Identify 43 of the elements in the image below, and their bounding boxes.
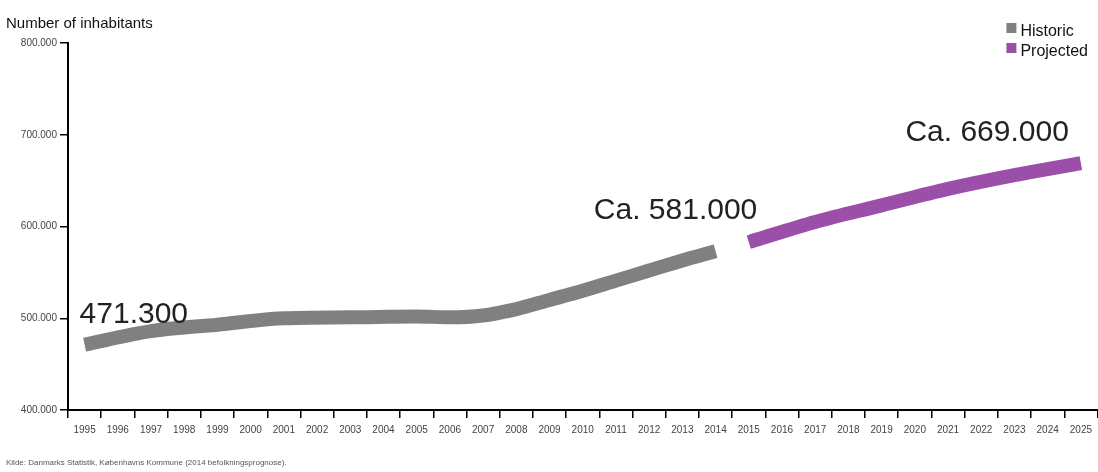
x-tick-label: 2009 (538, 423, 562, 435)
annotation: Ca. 581.000 (593, 192, 758, 226)
text: Kilde: Danmarks Statistik, Københavns Kommune (2014 befolkningsprognose). (6, 458, 287, 467)
x-tick-label: 2006 (438, 423, 462, 435)
x-tick-label: 2025 (1069, 423, 1093, 435)
y-tick-label: 500.000 (20, 312, 58, 323)
legend-label: Projected (1020, 42, 1088, 60)
annotation: 471.300 (79, 295, 189, 329)
y-tick-label: 400.000 (20, 403, 58, 415)
x-tick-label: 2000 (239, 423, 263, 435)
annotation: Ca. 669.000 (905, 114, 1069, 148)
x-tick-label: 2024 (1036, 423, 1060, 435)
legend-label: Historic (1020, 22, 1074, 40)
y-tick-label: 600.000 (20, 220, 58, 232)
x-tick-label: 2005 (405, 423, 429, 435)
x-tick-label: 2010 (571, 423, 595, 435)
x-tick-label: 2018 (837, 423, 860, 435)
x-tick-label: 2015 (737, 423, 761, 435)
x-tick-label: 2012 (638, 423, 661, 435)
x-tick-label: 2008 (505, 423, 528, 435)
x-tick-label: 2023 (1003, 423, 1027, 435)
x-tick-label: 1999 (206, 423, 229, 435)
x-tick-label: 2019 (870, 423, 894, 435)
x-tick-label: 2002 (305, 423, 329, 435)
x-tick-label: 2017 (804, 423, 827, 435)
x-tick-label: 1998 (173, 423, 196, 435)
x-tick-label: 2014 (704, 423, 728, 435)
x-tick-label: 2020 (903, 423, 927, 435)
x-tick-label: 2011 (605, 423, 628, 435)
y-tick-label: 800.000 (20, 36, 58, 48)
x-tick-label: 2016 (770, 423, 794, 435)
x-tick-label: 2013 (671, 423, 694, 435)
x-tick-label: 2021 (936, 423, 960, 435)
y-tick-label: 700.000 (20, 128, 58, 140)
x-tick-label: 1995 (73, 423, 97, 435)
x-tick-label: 2003 (339, 423, 362, 435)
x-tick-label: 2007 (471, 423, 495, 435)
x-tick-label: 2004 (372, 423, 396, 435)
x-tick-label: 1996 (106, 423, 130, 435)
x-tick-label: 2022 (970, 423, 993, 435)
x-tick-label: 2001 (272, 423, 296, 435)
x-tick-label: 1997 (139, 423, 163, 435)
y-axis-title: Number of inhabitants (6, 14, 153, 31)
